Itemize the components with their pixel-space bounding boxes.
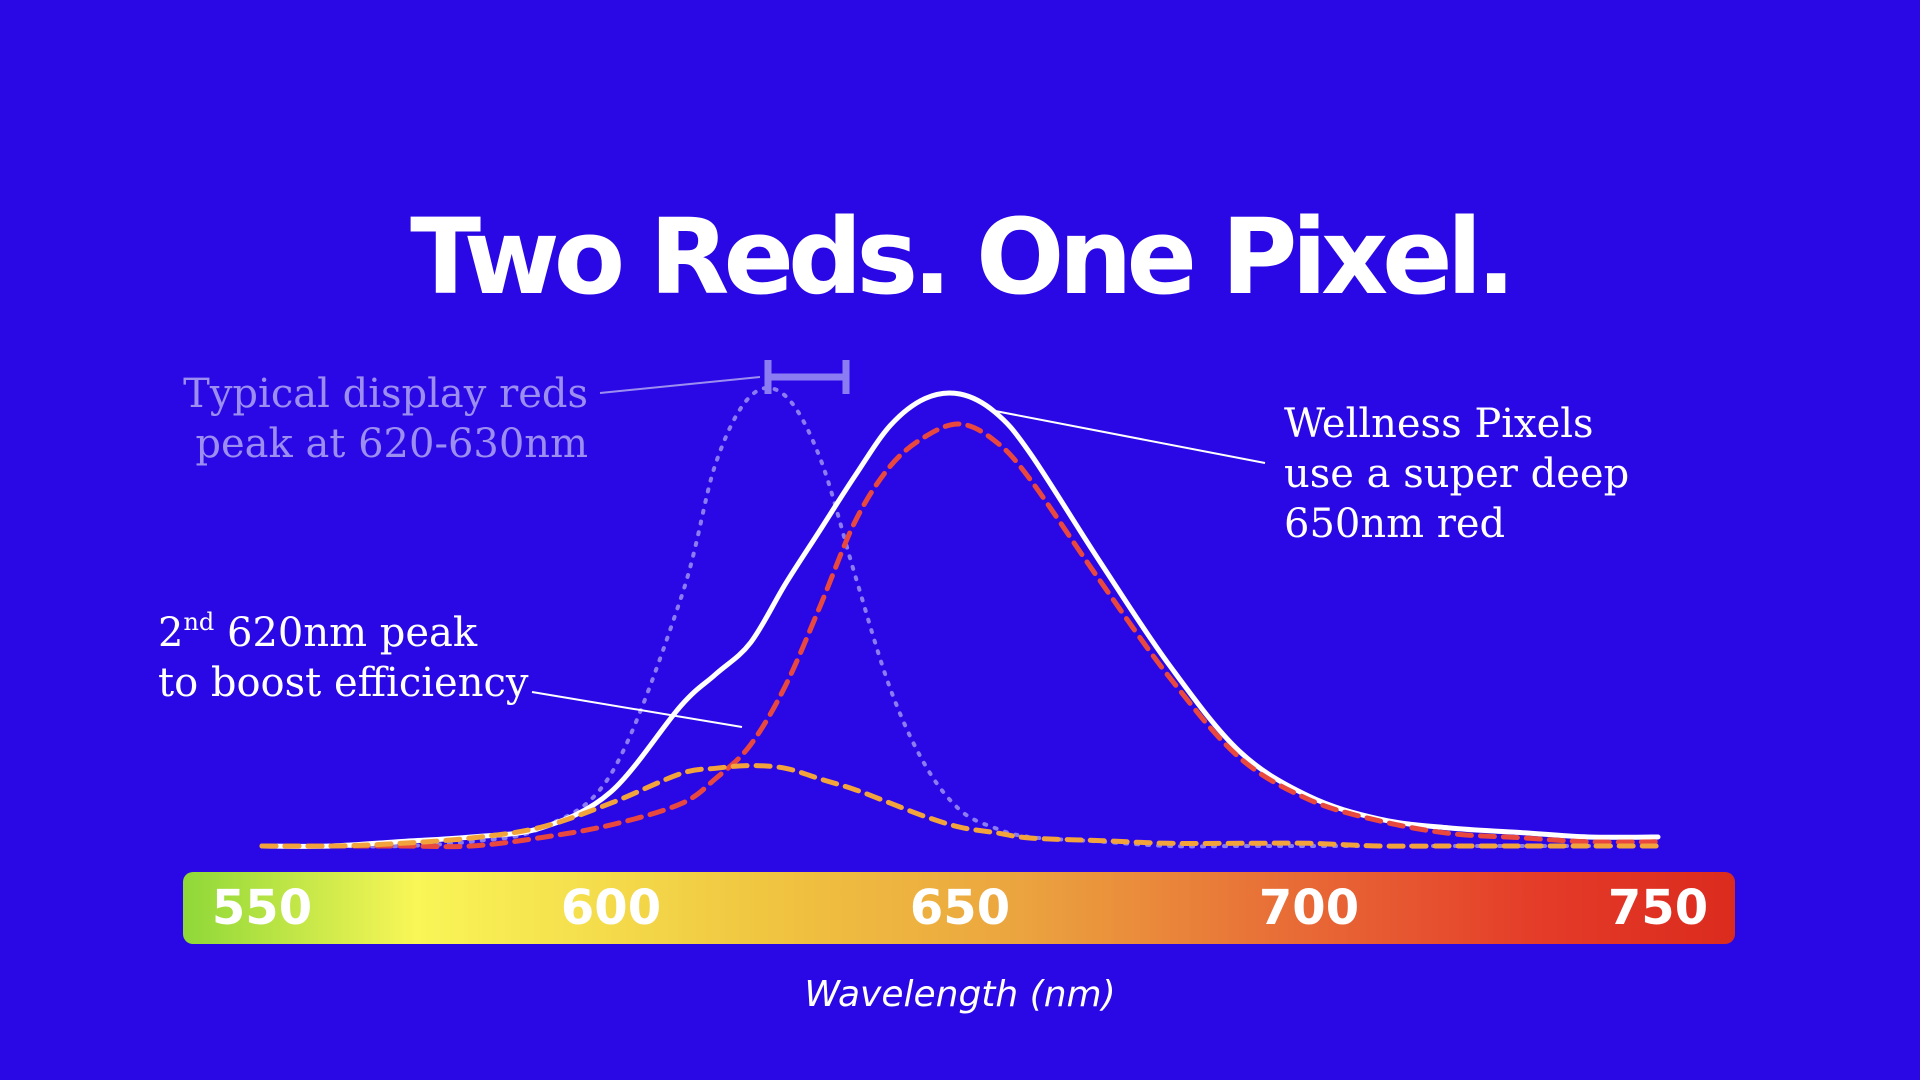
typical-leader-line [599, 376, 761, 394]
second-annotation-line-2: to boost efficiency [158, 660, 529, 706]
deep-red-650-curve [259, 421, 1661, 850]
wavelength-spectrum-bar [183, 872, 1735, 944]
wellness-annotation-line-1: Wellness Pixels [1284, 401, 1594, 447]
wellness-leader-line [989, 409, 1266, 464]
second-annotation-rest: 620nm peak [214, 610, 478, 656]
x-axis-label: Wavelength (nm) [804, 974, 1116, 1015]
typical-annotation-line-2: peak at 620-630nm [195, 421, 588, 467]
wellness-annotation-line-3: 650nm red [1284, 501, 1506, 547]
second-peak-leader-line [531, 691, 743, 728]
second-annotation-number: 2 [158, 610, 184, 656]
second-annotation-ordinal: nd [183, 608, 215, 636]
x-tick-label: 750 [1607, 880, 1709, 936]
second-peak-annotation: 2nd 620nm peak to boost efficiency [158, 608, 528, 708]
typical-reds-annotation: Typical display reds peak at 620-630nm [183, 369, 588, 469]
second-annotation-line-1: 2nd 620nm peak [158, 608, 528, 658]
wellness-annotation-line-2: use a super deep [1284, 451, 1630, 497]
chart-title: Two Reds. One Pixel. [410, 196, 1516, 318]
wellness-pixels-annotation: Wellness Pixels use a super deep 650nm r… [1284, 399, 1629, 549]
second-620-peak-curve [259, 763, 1661, 849]
x-tick-label: 600 [560, 880, 662, 936]
x-tick-label: 550 [211, 880, 313, 936]
x-tick-label: 650 [909, 880, 1011, 936]
x-tick-label: 700 [1258, 880, 1360, 936]
typical-annotation-line-1: Typical display reds [183, 371, 588, 417]
